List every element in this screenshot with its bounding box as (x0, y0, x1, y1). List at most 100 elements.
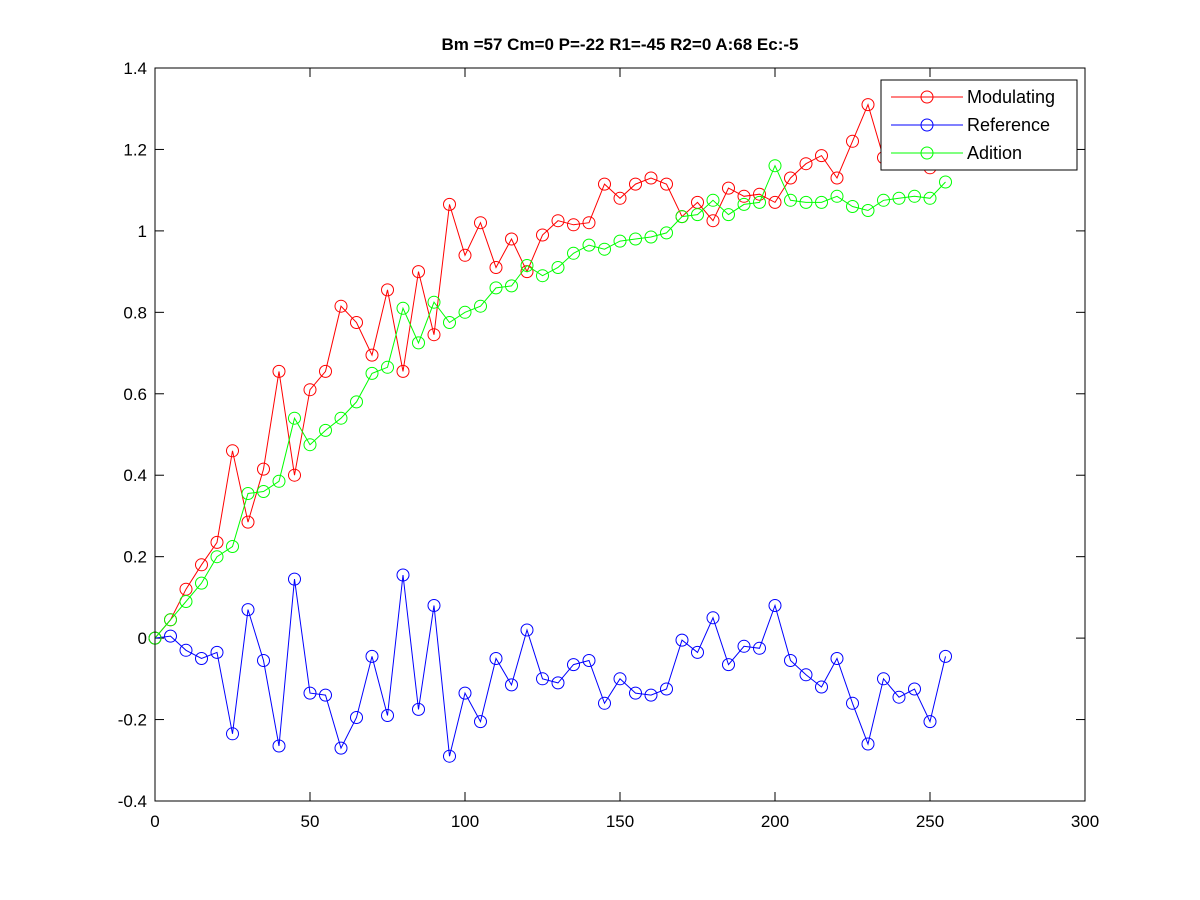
data-point-reference (923, 715, 937, 729)
x-tick-label: 300 (1071, 812, 1099, 831)
x-tick-label: 250 (916, 812, 944, 831)
data-point-reference (598, 696, 611, 710)
legend-marker-reference (920, 118, 934, 132)
data-point-adition (396, 301, 410, 315)
data-point-adition (427, 295, 441, 309)
data-point-reference (613, 672, 627, 686)
data-point-modulating (505, 232, 518, 246)
data-point-modulating (350, 316, 363, 329)
data-point-modulating (613, 191, 627, 205)
data-point-adition (815, 195, 828, 209)
x-tick-label: 0 (150, 812, 159, 831)
legend-label-reference: Reference (967, 115, 1050, 135)
data-point-reference (195, 652, 208, 665)
series-layer (148, 98, 952, 763)
data-point-adition (412, 336, 425, 350)
data-point-reference (164, 629, 177, 643)
data-point-reference (520, 623, 534, 637)
data-point-reference (691, 645, 704, 659)
data-point-modulating (861, 98, 875, 112)
data-point-adition (722, 208, 735, 222)
y-tick-label: 0.4 (123, 466, 147, 485)
data-point-reference (210, 645, 224, 659)
data-point-modulating (210, 535, 224, 549)
data-point-adition (861, 204, 875, 217)
y-tick-label: 0.6 (123, 385, 147, 404)
data-point-modulating (443, 197, 456, 211)
data-point-adition (272, 474, 286, 488)
data-point-modulating (706, 214, 720, 228)
data-point-modulating (474, 216, 487, 230)
data-point-reference (892, 690, 906, 704)
data-point-adition (489, 281, 503, 295)
data-point-reference (443, 749, 456, 763)
data-point-adition (892, 191, 906, 205)
legend-label-modulating: Modulating (967, 87, 1055, 107)
data-point-reference (334, 741, 348, 755)
legend-marker-modulating (920, 90, 934, 104)
y-tick-label: 0.2 (123, 548, 147, 567)
plot-area (155, 68, 1085, 801)
data-point-reference (272, 739, 286, 753)
data-point-reference (319, 688, 332, 702)
data-point-adition (551, 261, 565, 274)
data-point-modulating (799, 157, 813, 171)
data-point-modulating (598, 177, 611, 191)
y-tick-label: 1.2 (123, 140, 147, 159)
data-point-reference (489, 652, 503, 665)
data-point-adition (334, 411, 348, 425)
data-point-adition (567, 246, 580, 260)
data-point-reference (939, 649, 952, 663)
data-point-reference (877, 672, 890, 686)
data-point-modulating (272, 364, 286, 378)
data-point-modulating (536, 228, 549, 242)
y-tick-label: 1.4 (123, 59, 147, 78)
data-point-reference (551, 676, 565, 690)
data-point-reference (396, 568, 410, 582)
data-point-adition (675, 210, 689, 224)
data-point-adition (319, 423, 332, 437)
data-point-modulating (226, 444, 239, 458)
data-point-adition (303, 438, 317, 452)
data-point-adition (877, 193, 890, 207)
y-tick-label: 0.8 (123, 303, 147, 322)
data-point-adition (706, 193, 720, 207)
data-point-reference (505, 678, 518, 692)
data-point-modulating (784, 171, 797, 185)
x-tick-label: 200 (761, 812, 789, 831)
data-point-reference (815, 680, 828, 694)
series-line-modulating (154, 103, 946, 639)
data-point-reference (861, 737, 875, 751)
data-point-adition (923, 191, 937, 205)
x-tick-label: 50 (301, 812, 320, 831)
data-point-adition (474, 299, 487, 313)
data-point-reference (350, 711, 363, 724)
data-point-adition (582, 238, 596, 252)
plot-frame (154, 67, 1086, 802)
data-point-adition (753, 195, 766, 209)
data-point-adition (226, 540, 239, 553)
data-point-adition (536, 269, 549, 283)
data-point-adition (381, 360, 394, 374)
y-tick-label: -0.4 (118, 792, 147, 811)
data-point-modulating (365, 348, 379, 362)
axis-ticks: 0 50 100 150 200 250 300 -0.4 -0.2 0 0.2 0.4 0.6 0.8 1… (118, 59, 1099, 831)
data-point-modulating (551, 214, 565, 228)
data-point-modulating (629, 177, 642, 191)
data-point-reference (644, 688, 658, 702)
data-point-reference (846, 696, 859, 710)
data-point-modulating (396, 364, 410, 378)
data-point-modulating (427, 328, 441, 342)
data-point-adition (443, 316, 456, 329)
data-point-adition (350, 395, 363, 409)
data-point-adition (784, 193, 797, 207)
data-point-modulating (303, 383, 317, 397)
data-point-adition (908, 189, 921, 203)
data-point-modulating (257, 462, 270, 476)
data-point-reference (381, 709, 394, 722)
data-point-reference (288, 572, 301, 586)
series-line-reference (154, 574, 946, 757)
data-point-adition (613, 234, 627, 248)
data-point-adition (737, 197, 751, 211)
